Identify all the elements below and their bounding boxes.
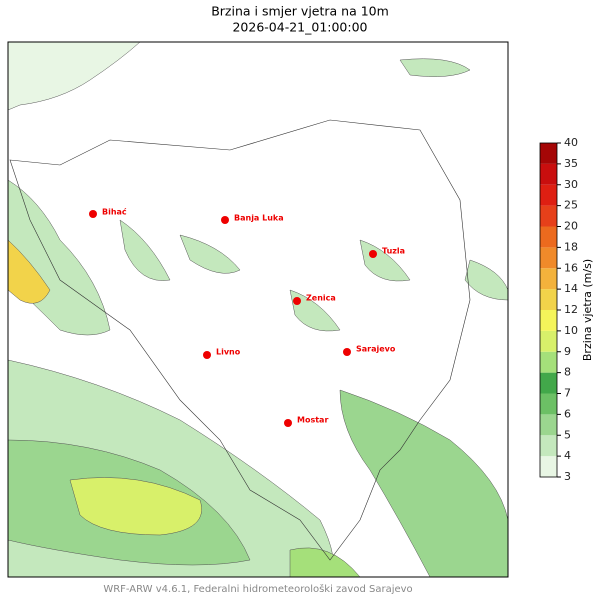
city-marker — [293, 297, 301, 305]
city-label: Mostar — [297, 416, 328, 425]
city-marker — [203, 351, 211, 359]
wind-area — [7, 41, 141, 111]
colorbar-tick-label: 7 — [564, 387, 571, 400]
city-label: Livno — [216, 348, 241, 357]
wind-area — [7, 239, 51, 304]
city-marker — [369, 250, 377, 258]
city-label: Sarajevo — [356, 345, 396, 354]
colorbar-tick-label: 4 — [564, 449, 571, 462]
wind-area — [119, 219, 411, 332]
colorbar-tick-label: 10 — [564, 324, 578, 337]
colorbar-segment — [540, 310, 557, 331]
colorbar-segment — [540, 289, 557, 310]
colorbar-tick-label: 30 — [564, 178, 578, 191]
colorbar-label: Brzina vjetra (m/s) — [581, 259, 594, 361]
colorbar-tick-label: 5 — [564, 428, 571, 441]
datetime: 2026-04-21_01:00:00 — [232, 20, 367, 35]
colorbar-tick-label: 6 — [564, 407, 571, 420]
title: Brzina i smjer vjetra na 10m — [211, 4, 389, 19]
city-marker — [343, 348, 351, 356]
colorbar-segment — [540, 226, 557, 248]
colorbar-segment — [540, 205, 557, 227]
colorbar-segment — [540, 435, 557, 457]
colorbar-segment — [540, 372, 557, 394]
colorbar-tick-label: 12 — [564, 303, 578, 316]
colorbar-segment — [540, 351, 557, 373]
city-marker — [221, 216, 229, 224]
colorbar-segment — [540, 268, 557, 290]
colorbar-tick-label: 8 — [564, 366, 571, 379]
colorbar-tick-label: 35 — [564, 157, 578, 170]
city-label: Zenica — [306, 294, 336, 303]
colorbar-segment — [540, 143, 557, 164]
city-label: Banja Luka — [234, 214, 284, 223]
colorbar-tick-label: 18 — [564, 240, 578, 253]
city-marker — [89, 210, 97, 218]
colorbar-tick-label: 25 — [564, 199, 578, 212]
colorbar-tick-label: 9 — [564, 345, 571, 358]
colorbar: 3 4 5 6 7 8 9 10 12 14 16 18 20 25 30 35 40 — [539, 136, 578, 483]
map: Bihać Banja Luka Tuzla Zenica Livno Sara… — [7, 41, 509, 578]
city-marker — [284, 419, 292, 427]
wind-area — [69, 477, 202, 536]
colorbar-tick-label: 20 — [564, 220, 578, 233]
colorbar-segment — [540, 393, 557, 415]
footer: WRF-ARW v4.6.1, Federalni hidrometeorolo… — [103, 583, 412, 595]
city-label: Tuzla — [382, 247, 405, 256]
colorbar-tick-label: 40 — [564, 136, 578, 149]
colorbar-segment — [540, 456, 557, 477]
colorbar-tick-label: 14 — [564, 282, 578, 295]
border — [9, 119, 471, 561]
colorbar-segment — [540, 414, 557, 436]
colorbar-tick-label: 3 — [564, 470, 571, 483]
city-label: Bihać — [102, 207, 127, 217]
colorbar-segment — [540, 184, 557, 206]
colorbar-segment — [540, 330, 557, 352]
map-frame — [7, 41, 509, 578]
colorbar-tick-label: 16 — [564, 261, 578, 274]
colorbar-segment — [540, 247, 557, 269]
colorbar-segment — [540, 163, 557, 185]
